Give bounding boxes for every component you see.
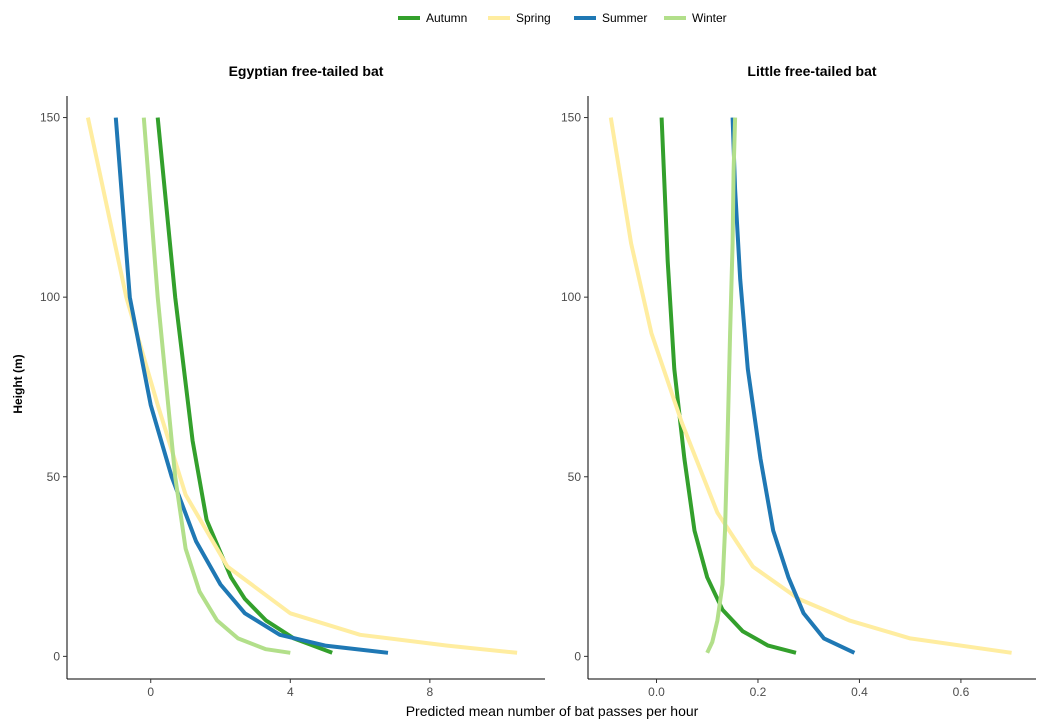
y-tick-label: 150 xyxy=(40,111,60,125)
legend-label-winter: Winter xyxy=(692,11,727,25)
x-tick-label: 0.4 xyxy=(851,685,868,699)
series-line-autumn xyxy=(659,117,797,655)
y-tick-label: 50 xyxy=(47,470,61,484)
x-tick-label: 0.2 xyxy=(750,685,767,699)
x-tick-label: 4 xyxy=(287,685,294,699)
series-line-spring xyxy=(608,117,1012,655)
series-line-winter xyxy=(705,117,738,654)
y-tick-label: 0 xyxy=(53,649,60,663)
panel-title: Egyptian free-tailed bat xyxy=(229,63,384,79)
y-tick-label: 150 xyxy=(561,111,581,125)
legend-label-autumn: Autumn xyxy=(426,11,467,25)
y-tick-label: 100 xyxy=(40,290,60,304)
panel-little-free-tailed-bat: Little free-tailed bat 0.0 0.2 0.4 0.6 0 50 100… xyxy=(561,63,1036,699)
x-axis-title: Predicted mean number of bat passes per … xyxy=(406,703,699,719)
x-tick-label: 8 xyxy=(427,685,434,699)
y-tick-label: 50 xyxy=(568,470,582,484)
series-line-winter xyxy=(141,117,291,655)
panel-egyptian-free-tailed-bat: Egyptian free-tailed bat 0 4 8 0 50 100 150 xyxy=(40,63,545,699)
legend-label-summer: Summer xyxy=(602,11,647,25)
series-line-autumn xyxy=(155,117,333,655)
x-tick-label: 0.6 xyxy=(953,685,970,699)
series-line-summer xyxy=(113,117,389,655)
x-tick-label: 0.0 xyxy=(648,685,665,699)
series-line-spring xyxy=(85,117,518,655)
panel-title: Little free-tailed bat xyxy=(747,63,876,79)
y-axis-title: Height (m) xyxy=(11,354,25,413)
series-line-summer xyxy=(730,117,856,655)
legend: Autumn Spring Summer Winter xyxy=(398,11,727,25)
y-tick-label: 100 xyxy=(561,290,581,304)
x-tick-label: 0 xyxy=(147,685,154,699)
y-tick-label: 0 xyxy=(574,649,581,663)
legend-label-spring: Spring xyxy=(516,11,551,25)
